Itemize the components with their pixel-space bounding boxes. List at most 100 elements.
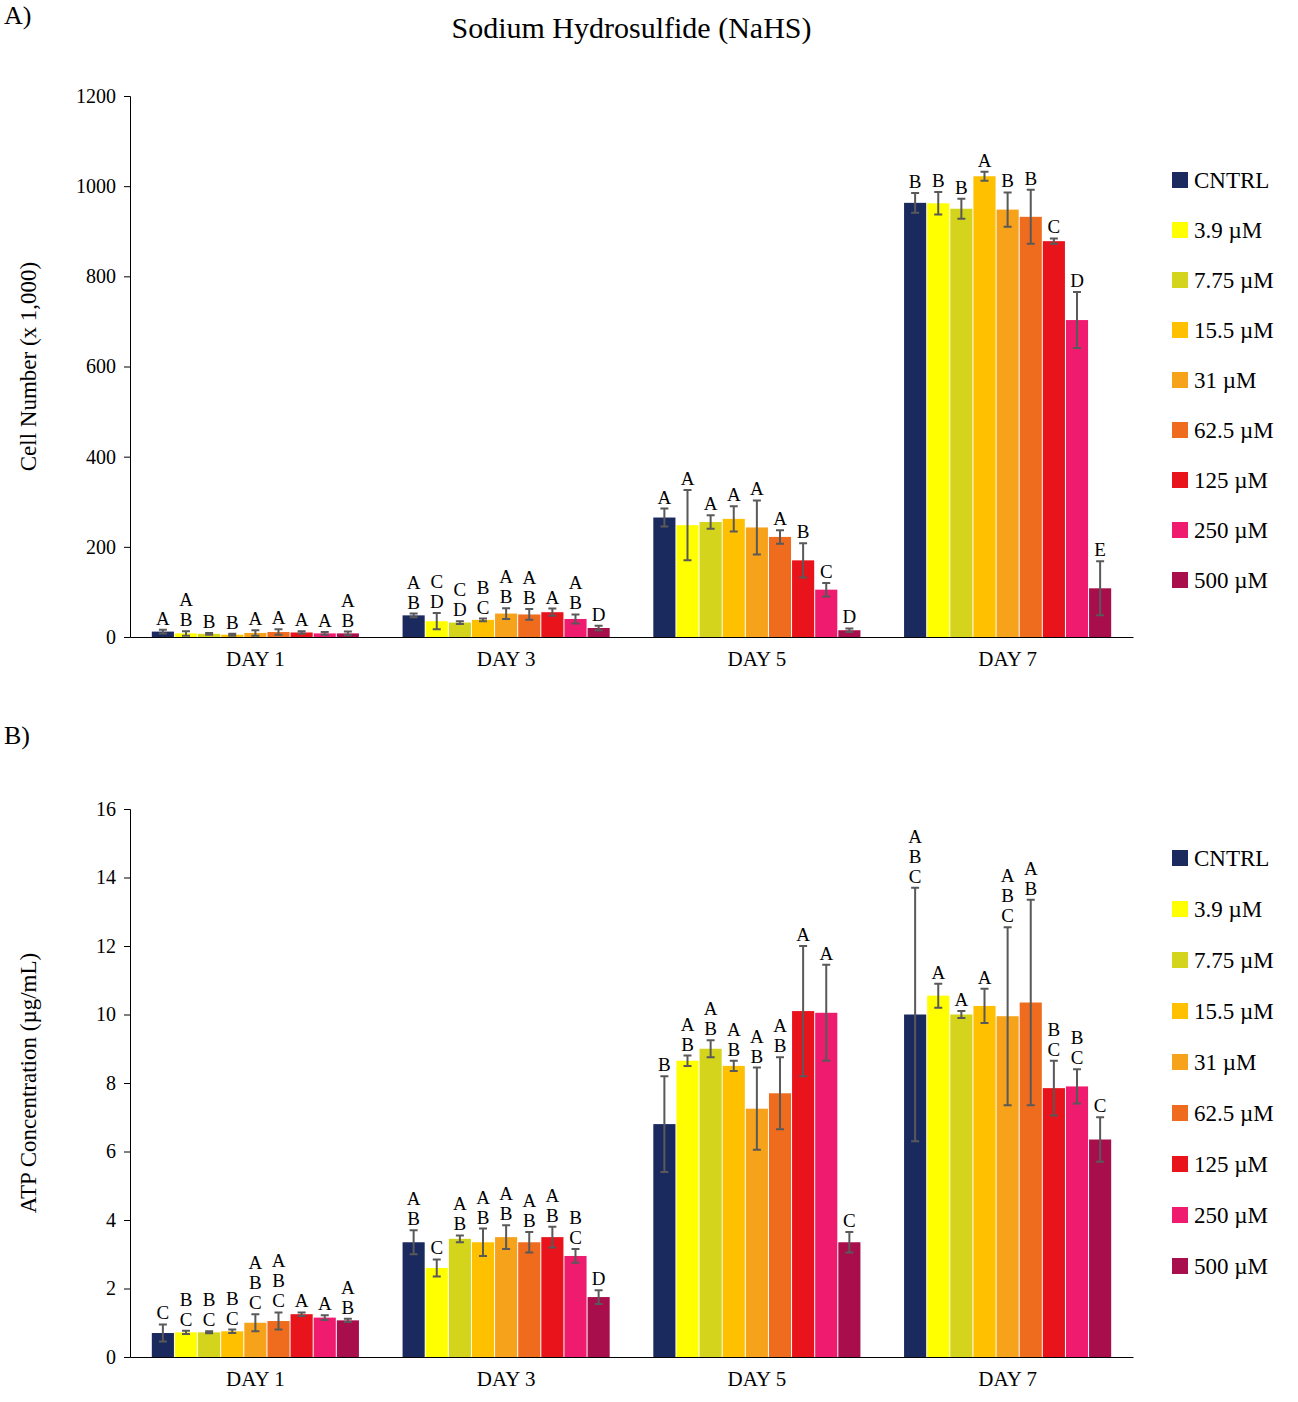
x-tick: DAY 3 bbox=[477, 637, 536, 671]
error-bar bbox=[1096, 561, 1104, 615]
legend-label: 500 µM bbox=[1194, 1254, 1268, 1279]
legend-swatch bbox=[1172, 952, 1188, 968]
legend-label: 3.9 µM bbox=[1194, 218, 1262, 243]
x-tick-label: DAY 1 bbox=[226, 647, 285, 671]
significance-letter: B bbox=[1048, 1019, 1061, 1040]
error-bar bbox=[502, 608, 510, 619]
significance-letter: B bbox=[523, 587, 536, 608]
legend-item: 500 µM bbox=[1172, 1254, 1268, 1279]
error-bar bbox=[981, 172, 989, 181]
error-bar bbox=[684, 1056, 692, 1066]
significance-letter: B bbox=[909, 846, 922, 867]
significance-letter: A bbox=[908, 826, 922, 847]
y-axis: 0246810121416 bbox=[96, 798, 131, 1368]
x-tick-label: DAY 7 bbox=[978, 1367, 1037, 1391]
y-tick-label: 800 bbox=[86, 265, 116, 287]
legend-swatch bbox=[1172, 522, 1188, 538]
legend-item: 3.9 µM bbox=[1172, 218, 1262, 243]
significance-letter: A bbox=[658, 487, 672, 508]
error-bar bbox=[571, 1249, 579, 1263]
significance-letter: B bbox=[407, 592, 420, 613]
bar bbox=[1066, 1086, 1088, 1357]
bar bbox=[472, 620, 494, 637]
legend-label: 31 µM bbox=[1194, 368, 1256, 393]
y-tick: 14 bbox=[96, 866, 130, 888]
legend-label: 15.5 µM bbox=[1194, 318, 1274, 343]
y-tick-mark bbox=[124, 809, 130, 810]
x-tick: DAY 7 bbox=[978, 1357, 1037, 1391]
significance-letter: B bbox=[226, 612, 239, 633]
bar bbox=[838, 1242, 860, 1357]
significance-letter: A bbox=[407, 572, 421, 593]
bar bbox=[426, 1268, 448, 1357]
error-bar bbox=[251, 1314, 259, 1331]
error-bar bbox=[957, 1011, 965, 1018]
significance-letter: D bbox=[1070, 270, 1084, 291]
panel-label: B) bbox=[4, 721, 30, 750]
significance-letter: B bbox=[546, 1205, 559, 1226]
significance-letter: C bbox=[272, 1290, 285, 1311]
legend-swatch bbox=[1172, 222, 1188, 238]
error-bar bbox=[822, 583, 830, 597]
y-tick-mark bbox=[124, 637, 130, 638]
significance-letter: A bbox=[796, 924, 810, 945]
x-tick-label: DAY 1 bbox=[226, 1367, 285, 1391]
bar bbox=[1043, 1088, 1065, 1357]
significance-letter: B bbox=[342, 610, 355, 631]
legend-label: 3.9 µM bbox=[1194, 897, 1262, 922]
error-bar bbox=[753, 1068, 761, 1150]
x-axis: DAY 1DAY 3DAY 5DAY 7 bbox=[131, 1357, 1134, 1391]
significance-letter: A bbox=[978, 967, 992, 988]
y-tick: 0 bbox=[106, 626, 130, 648]
error-bar bbox=[344, 632, 352, 636]
y-tick: 1000 bbox=[76, 175, 130, 197]
error-bar bbox=[571, 614, 579, 623]
error-bar bbox=[660, 509, 668, 527]
panel-label: A) bbox=[4, 1, 31, 30]
significance-letter: B bbox=[203, 1289, 216, 1310]
bar bbox=[314, 1318, 336, 1357]
significance-letter: B bbox=[477, 1207, 490, 1228]
bar bbox=[221, 635, 243, 637]
error-bar bbox=[981, 989, 989, 1023]
error-bar bbox=[274, 1312, 282, 1329]
error-bar bbox=[456, 621, 464, 624]
error-bar bbox=[182, 631, 190, 636]
y-axis-line bbox=[124, 97, 131, 638]
y-tick: 800 bbox=[86, 265, 130, 287]
bar bbox=[1020, 217, 1042, 637]
significance-letter: B bbox=[774, 1035, 787, 1056]
error-bar bbox=[799, 543, 807, 577]
significance-letter: B bbox=[523, 1210, 536, 1231]
significance-letter: B bbox=[704, 1018, 717, 1039]
y-tick-label: 2 bbox=[106, 1277, 116, 1299]
error-bar bbox=[205, 1331, 213, 1333]
bar bbox=[518, 1242, 540, 1357]
legend-swatch bbox=[1172, 1003, 1188, 1019]
legend-item: 250 µM bbox=[1172, 518, 1268, 543]
bar bbox=[588, 1297, 610, 1357]
significance-letter: B bbox=[180, 1289, 193, 1310]
bar bbox=[723, 519, 745, 637]
significance-letter: A bbox=[955, 989, 969, 1010]
y-tick-mark bbox=[124, 186, 130, 187]
legend: CNTRL3.9 µM7.75 µM15.5 µM31 µM62.5 µM125… bbox=[1172, 846, 1274, 1279]
legend-item: 31 µM bbox=[1172, 1050, 1256, 1075]
significance-letter: A bbox=[499, 566, 513, 587]
error-bar bbox=[1050, 1061, 1058, 1116]
bar bbox=[769, 537, 791, 637]
legend-swatch bbox=[1172, 901, 1188, 917]
significance-letter: C bbox=[843, 1210, 856, 1231]
x-axis: DAY 1DAY 3DAY 5DAY 7 bbox=[131, 637, 1134, 671]
error-bars bbox=[159, 172, 1104, 636]
bar bbox=[1066, 320, 1088, 637]
significance-letter: B bbox=[909, 171, 922, 192]
bar bbox=[1089, 1140, 1111, 1357]
y-tick-label: 10 bbox=[96, 1003, 116, 1025]
significance-letter: C bbox=[157, 1302, 170, 1323]
error-bar bbox=[344, 1319, 352, 1322]
bar bbox=[564, 1256, 586, 1357]
significance-letter: C bbox=[1048, 1039, 1061, 1060]
significance-letter: B bbox=[569, 592, 582, 613]
bar bbox=[950, 209, 972, 637]
